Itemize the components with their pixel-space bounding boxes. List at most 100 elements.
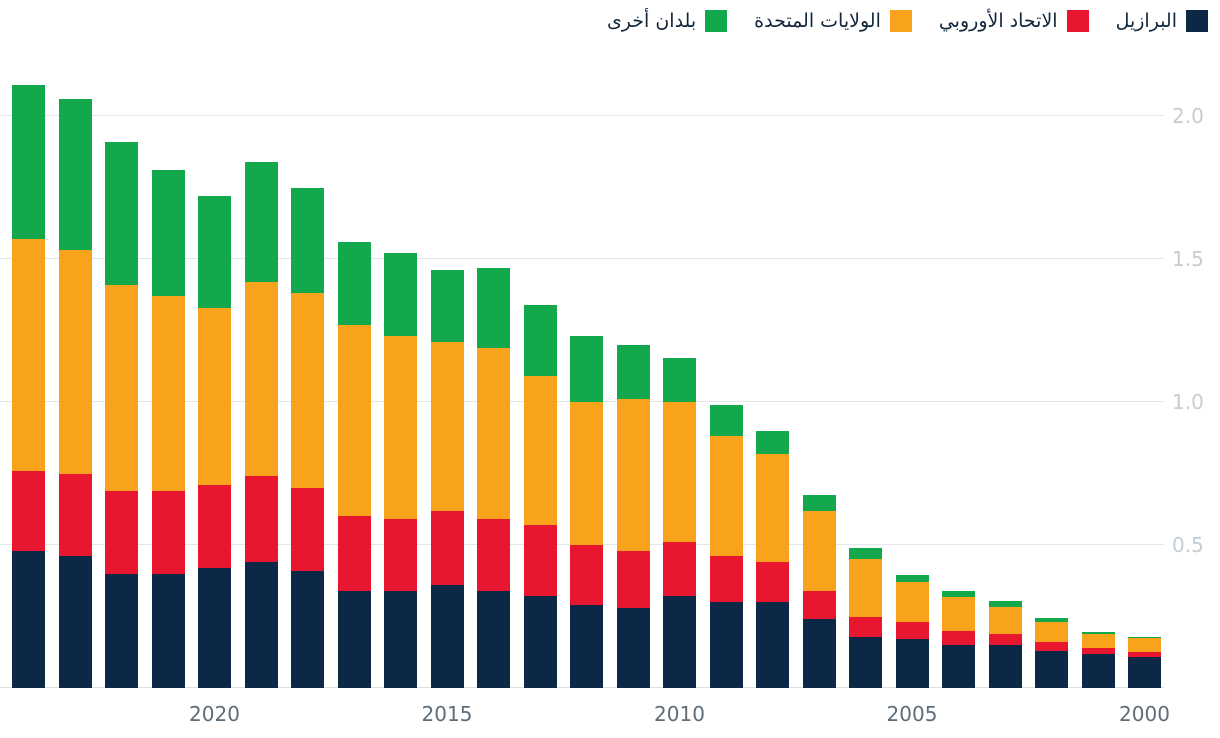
bar-segment (198, 307, 231, 485)
bar-segment (756, 453, 789, 563)
bar-segment (12, 239, 45, 471)
bar-segment (1128, 637, 1161, 653)
x-tick-label: 2020 (189, 702, 240, 726)
bar-segment (384, 590, 417, 688)
bar-segment (1081, 653, 1115, 688)
plot-area (12, 76, 1161, 688)
bar-2009 (709, 404, 743, 688)
bar-2023 (58, 98, 92, 688)
bar-segment (942, 590, 975, 597)
bar-segment (151, 170, 185, 297)
bar-segment (616, 399, 650, 551)
legend-swatch-united-states-icon (889, 10, 912, 32)
bar-2018 (291, 187, 324, 688)
legend-swatch-brazil-icon (1186, 10, 1208, 32)
bar-segment (895, 639, 929, 688)
bar-2005 (895, 575, 929, 688)
bar-segment (942, 630, 975, 646)
y-tick-label: 2.0 (1172, 104, 1204, 128)
bar-segment (291, 187, 324, 294)
bar-segment (1081, 647, 1115, 654)
bar-segment (849, 547, 882, 560)
legend-label-european-union: الاتحاد الأوروبي (938, 9, 1058, 32)
bar-segment (756, 602, 789, 688)
bar-segment (291, 570, 324, 688)
bar-segment (430, 270, 464, 342)
bar-segment (105, 284, 138, 491)
bar-segment (105, 141, 138, 285)
x-tick-label: 2010 (654, 702, 705, 726)
bar-segment (244, 562, 278, 688)
bar-2020 (198, 196, 231, 688)
x-tick-label: 2000 (1119, 702, 1170, 726)
legend-item-other-countries: بلدان أخرى (606, 9, 728, 32)
bar-segment (570, 545, 603, 606)
bar-segment (1035, 617, 1068, 623)
y-tick-label: 1.0 (1172, 390, 1204, 414)
bar-segment (802, 590, 836, 620)
bar-segment (1081, 633, 1115, 648)
legend-item-european-union: الاتحاد الأوروبي (939, 10, 1089, 32)
bar-segment (151, 573, 185, 688)
bar-segment (663, 402, 696, 543)
bar-segment (802, 510, 836, 591)
bar-segment (663, 596, 696, 688)
bar-segment (477, 347, 510, 520)
bar-segment (337, 324, 371, 517)
bar-segment (895, 582, 929, 623)
bar-segment (616, 344, 650, 400)
bar-segment (430, 585, 464, 688)
bar-segment (616, 550, 650, 608)
bar-segment (244, 476, 278, 563)
bar-segment (58, 473, 92, 557)
legend-label-other-countries: بلدان أخرى (606, 9, 697, 32)
bar-segment (12, 470, 45, 551)
bar-segment (244, 281, 278, 477)
bar-2016 (384, 253, 417, 688)
bar-segment (849, 559, 882, 617)
bar-segment (988, 633, 1022, 646)
bar-2001 (1081, 632, 1115, 688)
bar-segment (430, 341, 464, 511)
bar-2011 (616, 344, 650, 688)
bar-segment (198, 484, 231, 568)
legend-swatch-european-union-icon (1066, 10, 1089, 32)
bar-segment (384, 519, 417, 591)
bar-segment (291, 487, 324, 571)
bar-2014 (477, 267, 510, 688)
bar-segment (337, 241, 371, 325)
bar-segment (477, 267, 510, 348)
bar-segment (337, 516, 371, 591)
bar-segment (477, 519, 510, 591)
bar-segment (523, 596, 557, 688)
bar-segment (756, 562, 789, 603)
bar-segment (58, 556, 92, 688)
bar-segment (988, 600, 1022, 607)
bar-segment (105, 490, 138, 574)
bar-2012 (570, 336, 603, 688)
bar-segment (198, 567, 231, 688)
bar-segment (895, 575, 929, 583)
bar-segment (523, 304, 557, 377)
bar-segment (709, 556, 743, 603)
bar-segment (988, 645, 1022, 688)
bar-segment (12, 550, 45, 688)
bar-segment (988, 606, 1022, 634)
gridline (0, 258, 1164, 259)
bar-2021 (151, 170, 185, 688)
bar-segment (198, 196, 231, 308)
bar-segment (663, 542, 696, 597)
legend-item-brazil: البرازيل (1116, 10, 1208, 32)
legend-swatch-other-countries-icon (705, 10, 728, 32)
bar-segment (1035, 650, 1068, 688)
bar-segment (802, 619, 836, 688)
bar-2019 (244, 161, 278, 688)
bar-segment (709, 436, 743, 557)
bar-segment (151, 296, 185, 491)
bar-segment (570, 336, 603, 403)
bar-segment (291, 293, 324, 488)
bar-segment (849, 636, 882, 688)
bar-2003 (988, 600, 1022, 688)
legend-label-brazil: البرازيل (1115, 9, 1177, 32)
bar-segment (523, 524, 557, 597)
